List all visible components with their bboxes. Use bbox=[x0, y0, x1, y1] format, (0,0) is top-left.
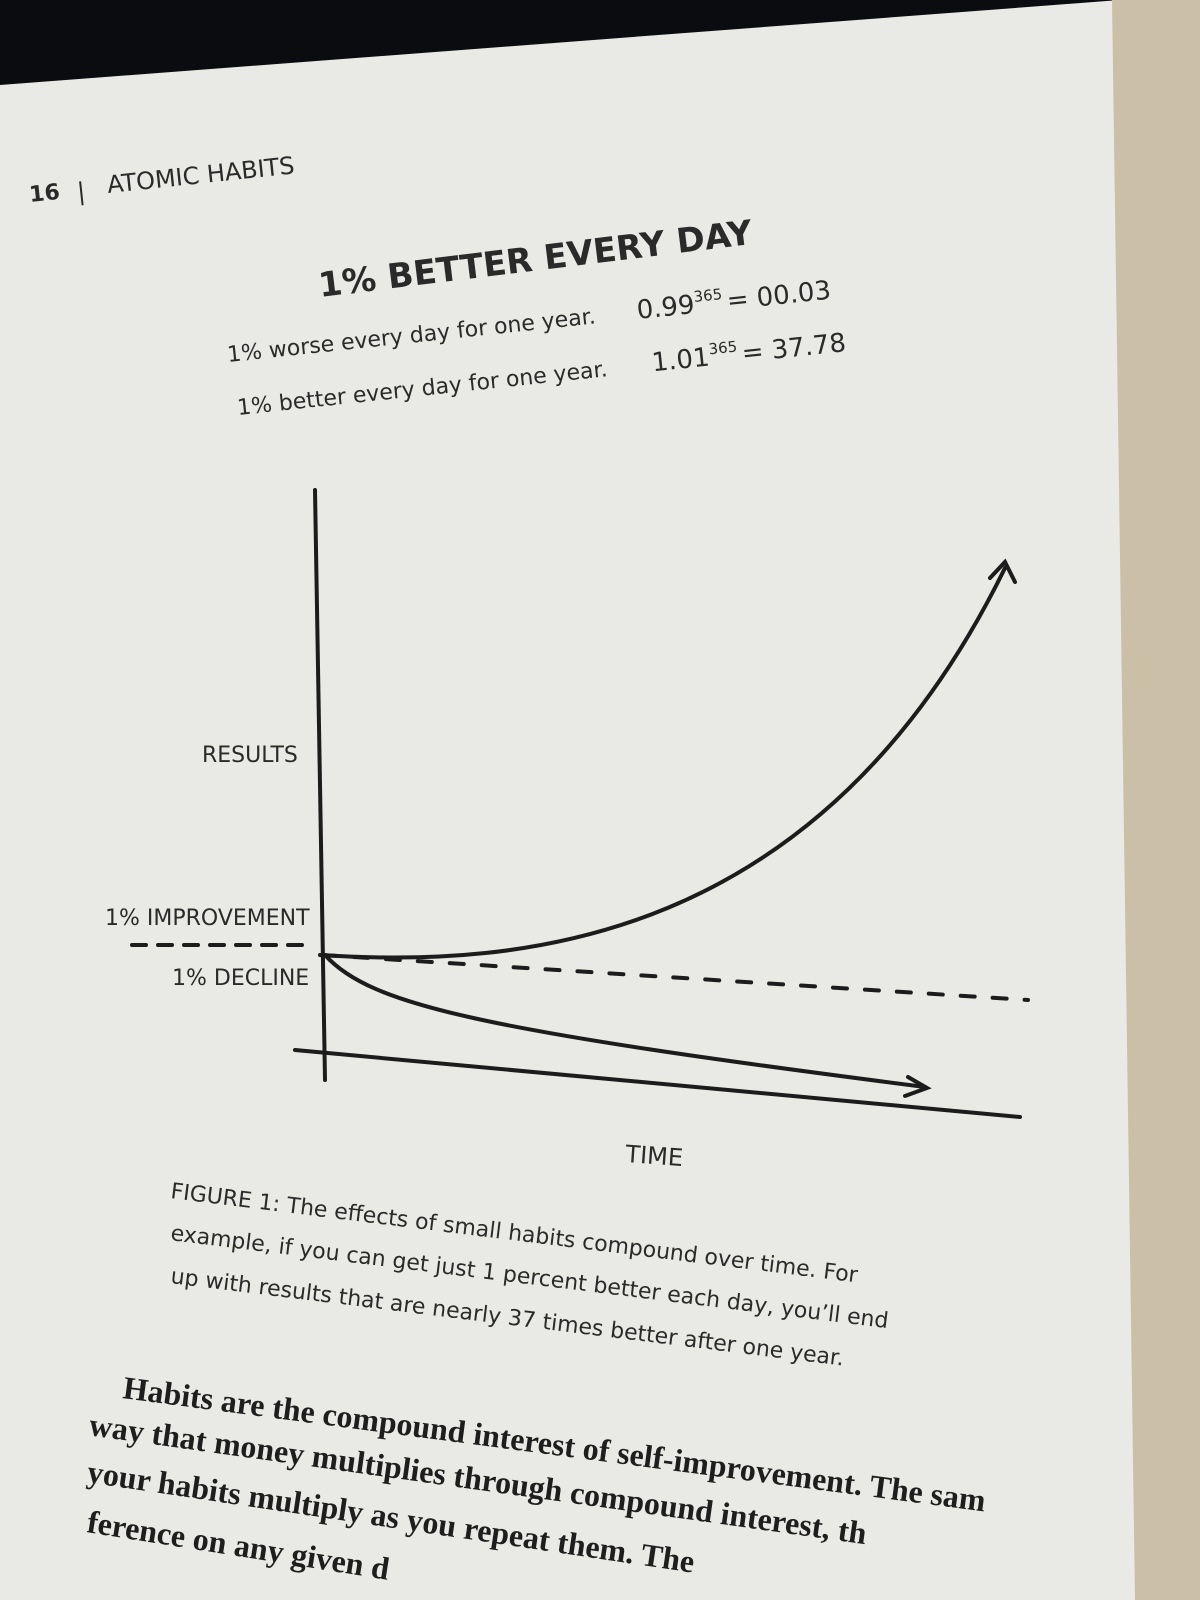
separator: | bbox=[76, 177, 87, 206]
equation-exponent: 365 bbox=[693, 285, 723, 306]
arrowhead bbox=[988, 558, 1017, 584]
x-axis bbox=[293, 1048, 1022, 1119]
arrowhead bbox=[903, 1075, 932, 1098]
equation-base: 1.01 bbox=[650, 342, 711, 378]
improvement-curve bbox=[318, 566, 1007, 960]
diagram: RESULTS 1% IMPROVEMENT 1% DECLINE TIME bbox=[105, 488, 1030, 1172]
decline-curve bbox=[323, 953, 927, 1089]
background-dark bbox=[0, 0, 1120, 85]
y-axis-label: RESULTS bbox=[202, 743, 298, 768]
y-axis bbox=[313, 488, 327, 1082]
improvement-label: 1% IMPROVEMENT bbox=[105, 906, 310, 931]
equation-exponent: 365 bbox=[708, 338, 738, 359]
decline-label: 1% DECLINE bbox=[172, 966, 309, 991]
x-axis-label: TIME bbox=[624, 1140, 684, 1172]
baseline-dash bbox=[320, 953, 1030, 1002]
page-edge bbox=[1112, 0, 1200, 1600]
equation-base: 0.99 bbox=[635, 290, 696, 326]
page-number: 16 bbox=[28, 180, 61, 208]
